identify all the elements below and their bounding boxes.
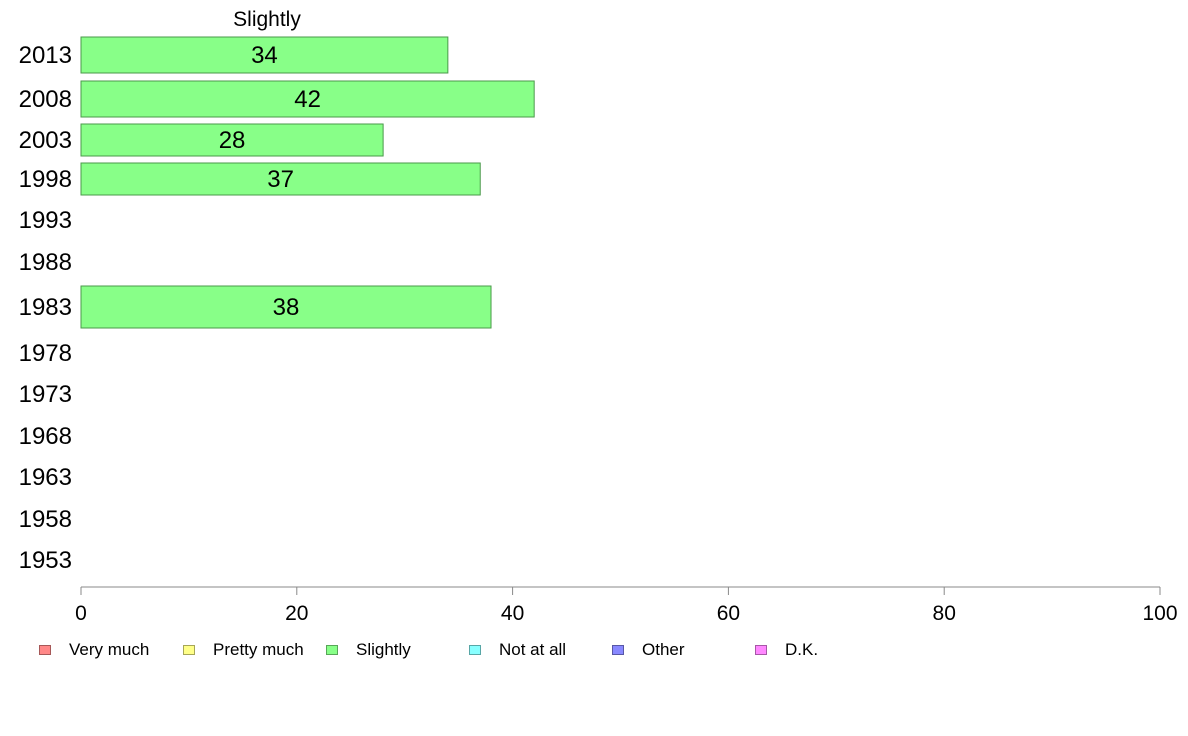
x-axis: 0 20 40 60 80 100 — [75, 586, 1178, 625]
x-tick-label: 20 — [285, 602, 308, 625]
chart-title: Slightly — [233, 8, 301, 31]
y-tick-label: 1993 — [19, 207, 72, 234]
legend-swatch — [755, 645, 767, 655]
bar-2008 — [80, 80, 535, 118]
bar-2003 — [80, 123, 384, 157]
bar-2013 — [80, 36, 449, 74]
bar-value-label: 42 — [294, 86, 321, 113]
bar-value-label: 28 — [219, 127, 246, 154]
legend-swatch — [612, 645, 624, 655]
bar-value-label: 38 — [273, 294, 300, 321]
y-tick-label: 2008 — [19, 86, 72, 113]
legend-label: Pretty much — [213, 640, 304, 659]
y-tick-label: 1953 — [19, 547, 72, 574]
legend-swatch — [469, 645, 481, 655]
legend-item: Not at all — [469, 638, 566, 662]
y-tick-label: 2013 — [19, 42, 72, 69]
legend-label: Other — [642, 640, 685, 659]
x-tick-label: 100 — [1142, 602, 1177, 625]
legend-item: Pretty much — [183, 638, 304, 662]
x-tick-label: 0 — [75, 602, 87, 625]
y-tick-label: 1978 — [19, 340, 72, 367]
legend-item: Very much — [39, 638, 149, 662]
bar-1983 — [80, 285, 492, 329]
legend-label: D.K. — [785, 640, 819, 659]
legend-label: Very much — [69, 640, 150, 659]
x-tick-label: 80 — [933, 602, 956, 625]
x-tick-label: 40 — [501, 602, 524, 625]
y-tick-label: 1958 — [19, 506, 72, 533]
legend-label: Slightly — [356, 640, 411, 659]
legend-swatch — [39, 645, 51, 655]
legend-item: Slightly — [326, 638, 411, 662]
y-tick-label: 1973 — [19, 381, 72, 408]
y-axis-labels: 2013 2008 2003 1998 1993 1988 1983 1978 1973 1968… — [19, 42, 72, 574]
bar-value-label: 37 — [267, 166, 294, 193]
y-tick-label: 1988 — [19, 249, 72, 276]
legend-label: Not at all — [499, 640, 567, 659]
legend: Very much Pretty much Slightly Not at all Ot… — [0, 638, 1188, 662]
bars-group: 34 42 28 37 38 — [80, 36, 535, 329]
legend-item: Other — [612, 638, 685, 662]
legend-swatch — [326, 645, 338, 655]
y-tick-label: 1963 — [19, 464, 72, 491]
legend-item: D.K. — [755, 638, 818, 662]
y-tick-label: 1983 — [19, 294, 72, 321]
bar-value-label: 34 — [251, 42, 278, 69]
y-tick-label: 1968 — [19, 423, 72, 450]
y-tick-label: 2003 — [19, 127, 72, 154]
x-tick-label: 60 — [717, 602, 740, 625]
y-tick-label: 1998 — [19, 166, 72, 193]
legend-swatch — [183, 645, 195, 655]
bar-1998 — [80, 162, 481, 196]
